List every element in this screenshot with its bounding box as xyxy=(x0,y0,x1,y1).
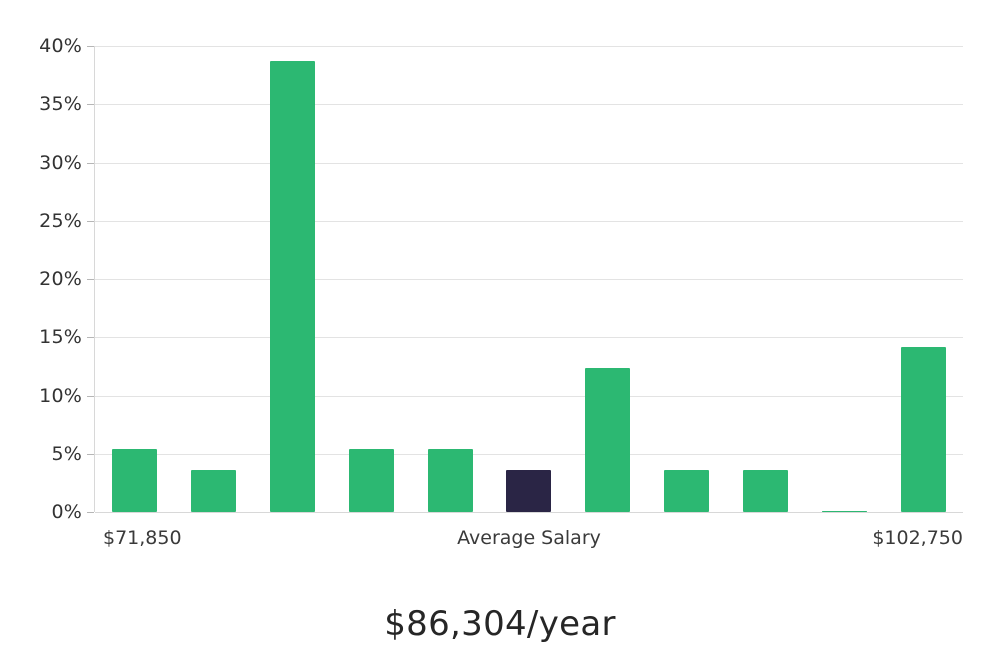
y-axis-tick xyxy=(87,279,94,280)
y-axis-tick xyxy=(87,512,94,513)
bar[interactable] xyxy=(901,346,946,512)
bar[interactable] xyxy=(428,449,473,512)
y-axis-tick xyxy=(87,395,94,397)
y-axis-tick xyxy=(87,104,94,106)
y-axis-tick xyxy=(87,162,94,164)
y-axis-tick xyxy=(87,453,94,455)
bar[interactable] xyxy=(664,470,709,512)
y-axis-tick-label: 40% xyxy=(39,35,82,57)
y-axis-tick-label: 35% xyxy=(39,93,82,116)
y-axis-tick-label: 15% xyxy=(39,326,82,349)
gridline xyxy=(95,337,963,339)
plot-area xyxy=(87,46,963,513)
gridline xyxy=(95,104,963,106)
bar[interactable] xyxy=(112,449,157,512)
gridline xyxy=(95,220,963,222)
gridline xyxy=(95,453,963,455)
x-axis-label-min: $71,850 xyxy=(103,527,182,549)
y-axis-tick-label: 30% xyxy=(39,151,82,174)
y-axis-tick-label: 0% xyxy=(51,501,82,523)
gridline xyxy=(95,512,963,513)
bar[interactable] xyxy=(270,61,315,512)
average-salary-value: $86,304/year xyxy=(384,604,616,644)
x-axis-title: Average Salary xyxy=(457,527,601,549)
y-axis-tick-label: 25% xyxy=(39,209,82,232)
y-axis-labels: 0% 5% 10% 15% 20% 25% 30% 35% 40% xyxy=(0,35,82,523)
bar[interactable] xyxy=(822,510,867,512)
x-axis-labels: $71,850 Average Salary $102,750 xyxy=(95,527,963,559)
gridline xyxy=(95,395,963,397)
gridline xyxy=(95,279,963,280)
y-axis-tick-label: 5% xyxy=(51,442,82,465)
y-axis-tick-label: 20% xyxy=(39,268,82,290)
bar[interactable] xyxy=(585,367,630,512)
bar-highlighted[interactable] xyxy=(506,470,551,512)
bar[interactable] xyxy=(743,470,788,512)
x-axis-label-max: $102,750 xyxy=(872,527,963,549)
gridline xyxy=(95,46,963,47)
y-axis-tick-label: 10% xyxy=(39,384,82,407)
y-axis-line xyxy=(94,46,95,512)
bar[interactable] xyxy=(349,449,394,512)
gridline xyxy=(95,162,963,164)
bar[interactable] xyxy=(191,470,236,512)
y-axis-tick xyxy=(87,337,94,339)
y-axis-tick xyxy=(87,220,94,222)
y-axis-tick xyxy=(87,46,94,47)
bar-series xyxy=(95,46,963,512)
